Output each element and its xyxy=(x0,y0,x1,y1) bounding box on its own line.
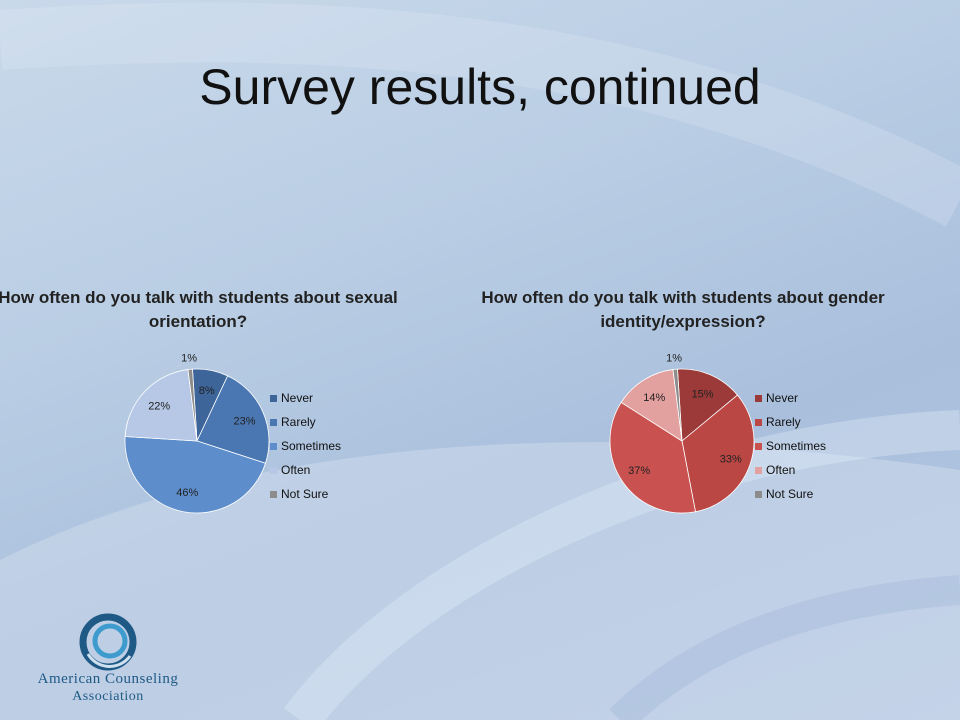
legend-swatch xyxy=(755,466,762,474)
chart-legend: Never Rarely Sometimes Often Not Sure xyxy=(755,386,826,506)
legend-label: Sometimes xyxy=(766,439,827,453)
pie-plot-area: 8% 23% 46% 22% 1% xyxy=(124,352,270,514)
legend-label: Rarely xyxy=(766,415,801,429)
legend-swatch xyxy=(755,394,762,402)
legend-label: Often xyxy=(281,463,311,477)
data-label: 1% xyxy=(181,352,197,364)
legend-item: Not Sure xyxy=(270,482,341,506)
legend-label: Never xyxy=(766,391,799,405)
pie-slice-sometimes xyxy=(609,401,696,514)
legend-item: Never xyxy=(270,386,341,410)
pie-slice-not-sure xyxy=(672,368,683,442)
legend-label: Often xyxy=(766,463,796,477)
legend-swatch xyxy=(755,418,762,426)
pie-chart-gender-identity: How often do you talk with students abou… xyxy=(463,280,903,540)
legend-item: Sometimes xyxy=(270,434,341,458)
legend-swatch xyxy=(755,442,762,450)
legend-swatch xyxy=(270,490,277,498)
pie-slice-rarely xyxy=(196,375,270,464)
pie-slice-often xyxy=(124,369,198,442)
legend-label: Sometimes xyxy=(281,439,342,453)
legend-item: Rarely xyxy=(755,410,826,434)
legend-label: Rarely xyxy=(281,415,316,429)
data-label: 37% xyxy=(628,465,650,477)
data-label: 15% xyxy=(692,388,714,400)
legend-item: Often xyxy=(755,458,826,482)
legend-item: Sometimes xyxy=(755,434,826,458)
chart-title: How often do you talk with students abou… xyxy=(481,288,885,331)
legend-item: Often xyxy=(270,458,341,482)
chart-title: How often do you talk with students abou… xyxy=(0,288,398,331)
legend-item: Rarely xyxy=(270,410,341,434)
logo-text-line1: American Counseling xyxy=(37,671,179,687)
legend-item: Never xyxy=(755,386,826,410)
slide-title: Survey results, continued xyxy=(199,59,761,115)
data-label: 23% xyxy=(234,415,256,427)
data-label: 46% xyxy=(176,487,198,499)
legend-swatch xyxy=(270,394,277,402)
pie-chart-sexual-orientation: How often do you talk with students abou… xyxy=(0,280,418,540)
aca-logo-mark xyxy=(79,613,137,671)
chart-legend: Never Rarely Sometimes Often Not Sure xyxy=(270,386,341,506)
legend-swatch xyxy=(755,490,762,498)
legend-swatch xyxy=(270,418,277,426)
data-label: 22% xyxy=(148,401,170,413)
legend-label: Not Sure xyxy=(281,487,329,501)
pie-slice-not-sure xyxy=(187,368,198,442)
legend-item: Not Sure xyxy=(755,482,826,506)
logo-text-line2: Association xyxy=(72,689,144,704)
data-label: 8% xyxy=(199,385,215,397)
pie-slice-rarely xyxy=(681,394,755,513)
legend-swatch xyxy=(270,442,277,450)
data-label: 14% xyxy=(643,392,665,404)
aca-logo: American Counseling Association xyxy=(18,612,198,707)
data-label: 1% xyxy=(666,352,682,364)
data-label: 33% xyxy=(720,454,742,466)
pie-slice-often xyxy=(620,369,683,442)
pie-slice-sometimes xyxy=(124,436,266,514)
legend-label: Not Sure xyxy=(766,487,814,501)
legend-swatch xyxy=(270,466,277,474)
pie-plot-area: 15% 33% 37% 14% 1% xyxy=(609,352,755,514)
pie-slice-never xyxy=(677,368,739,442)
legend-label: Never xyxy=(281,391,314,405)
